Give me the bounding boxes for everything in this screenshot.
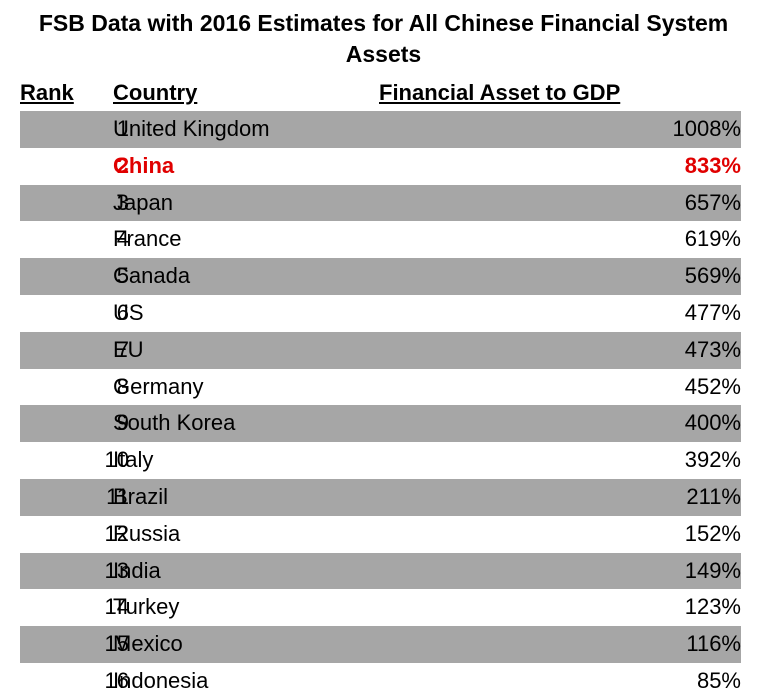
country-cell: Brazil [113,483,169,509]
column-header-rank: Rank [20,80,74,105]
country-cell: Russia [113,520,181,546]
table-row: 8 Germany 452% [20,369,741,406]
value-cell: 116% [686,631,741,657]
table-row: 12 Russia 152% [20,516,741,553]
country-cell: Japan [113,189,173,215]
value-cell: 452% [684,373,741,399]
country-cell: US [113,299,144,325]
value-cell: 85% [696,667,741,693]
value-cell: 657% [684,189,741,215]
country-cell: Germany [113,373,204,399]
value-cell: 477% [684,299,741,325]
country-cell: Turkey [113,594,180,620]
rank-cell: 2 [116,152,129,178]
column-header-financial-asset-to-gdp: Financial Asset to GDP [379,80,621,105]
rank-cell: 11 [106,483,129,509]
country-cell: Italy [113,447,154,473]
table-row: 1 United Kingdom 1008% [20,111,741,148]
country-cell: Canada [113,263,191,289]
value-cell: 569% [684,263,741,289]
country-cell: United Kingdom [113,116,270,141]
rank-cell: 14 [104,594,129,620]
table-row: 7 EU 473% [20,331,741,369]
table-row: 13 India 149% [20,552,741,590]
column-header-country: Country [113,80,198,105]
table-row: 6 US 477% [20,295,741,332]
value-cell: 211% [686,483,741,509]
table-body: 1 United Kingdom 1008% 2 China 833% 3 Japan 657%… [20,111,741,700]
table-row: 15 Mexico 116% [20,626,741,663]
country-cell: Mexico [113,631,183,657]
rank-cell: 10 [104,447,129,473]
country-cell: EU [113,336,144,362]
table-row: 11 Brazil 211% [20,478,741,516]
country-cell: Indonesia [113,667,209,693]
table-title: FSB Data with 2016 Estimates for All Chi… [38,10,729,67]
table-row: 2 China 833% [20,148,741,185]
country-cell: China [113,152,175,178]
value-cell: 123% [684,594,741,620]
rank-cell: 15 [104,631,129,657]
table-row: 16 Indonesia 85% [20,663,741,700]
value-cell: 1008% [672,116,741,141]
rank-cell: 1 [116,116,129,141]
rank-cell: 6 [116,299,129,325]
table-row: 3 Japan 657% [20,184,741,222]
rank-cell: 12 [104,520,129,546]
table-row: 9 South Korea 400% [20,405,741,443]
rank-cell: 5 [116,263,129,289]
table-row: 14 Turkey 123% [20,589,741,626]
rank-cell: 9 [116,410,129,436]
rank-cell: 7 [116,336,129,362]
value-cell: 400% [684,410,741,436]
country-cell: South Korea [113,410,236,436]
rank-cell: 3 [116,189,129,215]
rank-cell: 8 [116,373,129,399]
value-cell: 152% [684,520,741,546]
value-cell: 149% [684,557,741,583]
rank-cell: 4 [116,226,129,252]
country-cell: India [113,557,161,583]
rank-cell: 13 [104,557,129,583]
value-cell: 473% [684,336,741,362]
value-cell: 833% [684,152,741,178]
table-row: 10 Italy 392% [20,442,741,479]
table-row: 5 Canada 569% [20,258,741,295]
rank-cell: 16 [104,667,129,693]
table-row: 4 France 619% [20,221,741,258]
value-cell: 392% [684,447,741,473]
country-cell: France [113,226,182,252]
value-cell: 619% [684,226,741,252]
